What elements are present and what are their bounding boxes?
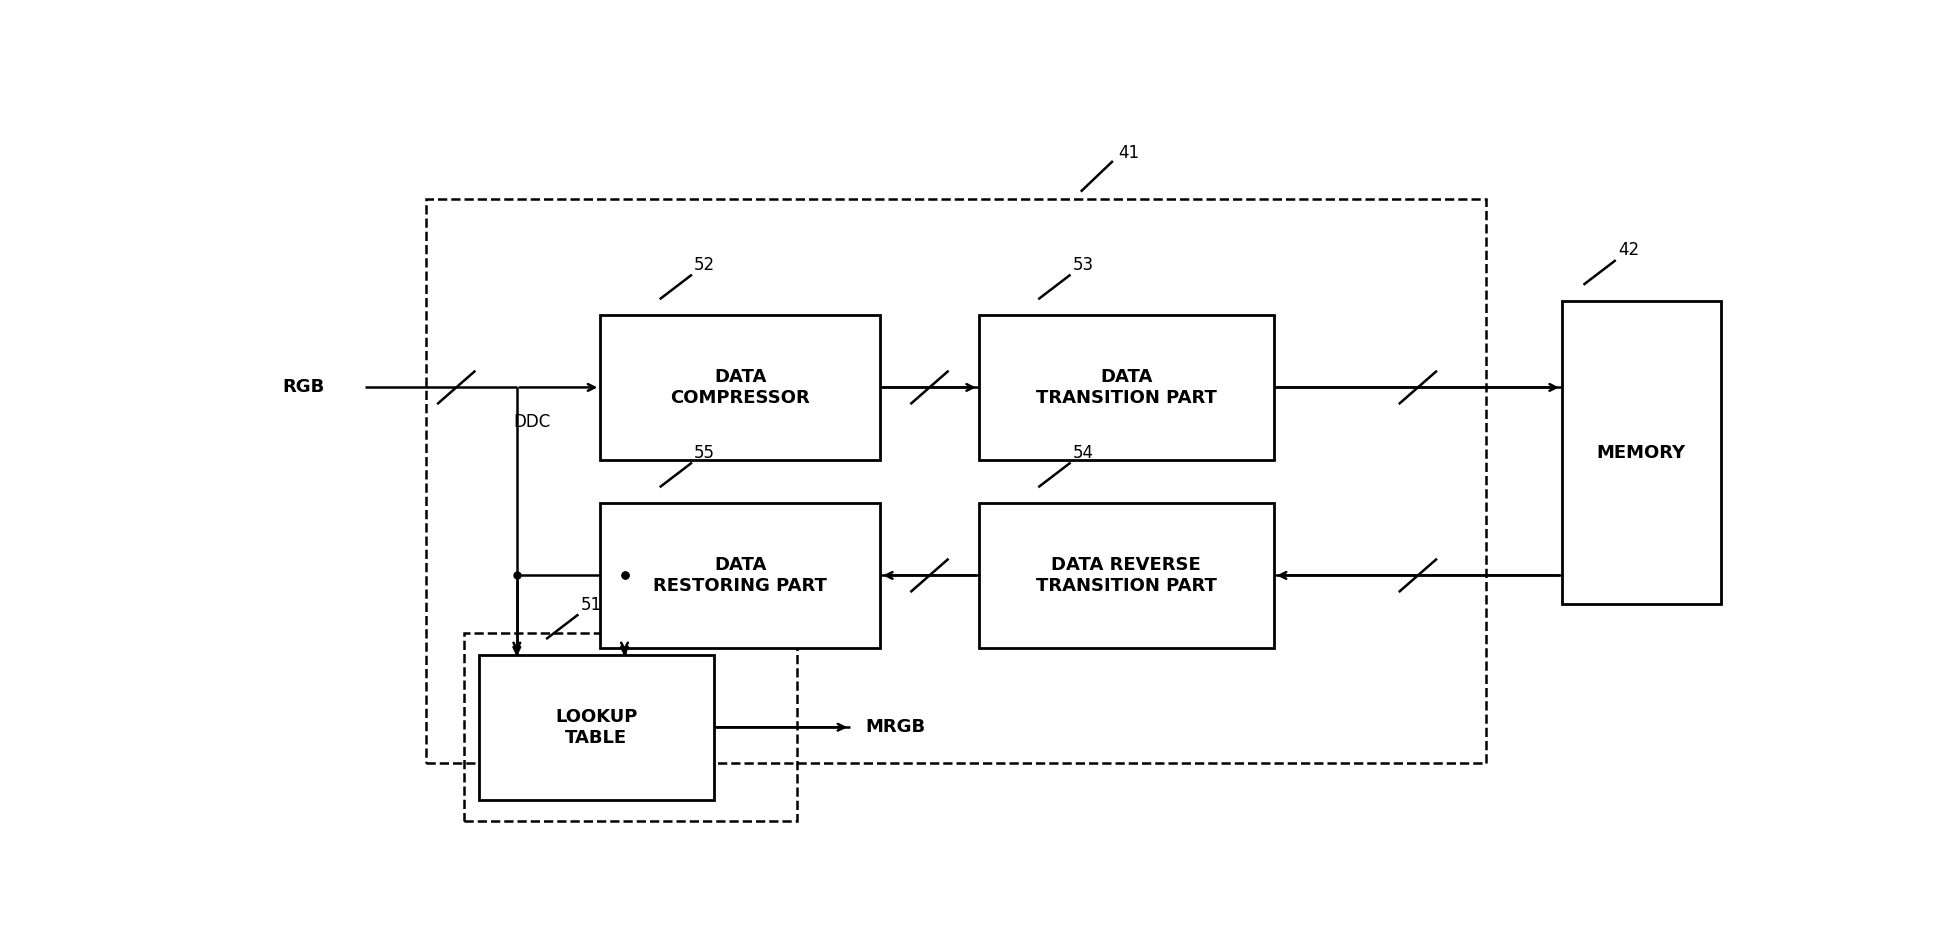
Bar (600, 316, 879, 460)
Bar (600, 503, 879, 648)
Text: DATA REVERSE
TRANSITION PART: DATA REVERSE TRANSITION PART (1036, 556, 1217, 594)
Text: RGB: RGB (281, 378, 324, 396)
Text: 41: 41 (1118, 144, 1139, 162)
Bar (1561, 300, 1721, 605)
Text: DATA
RESTORING PART: DATA RESTORING PART (653, 556, 827, 594)
Bar (463, 633, 797, 822)
Text: MEMORY: MEMORY (1596, 443, 1686, 461)
Text: 54: 54 (1073, 444, 1094, 462)
Bar (479, 655, 713, 800)
Text: 53: 53 (1073, 256, 1094, 274)
Text: DATA
COMPRESSOR: DATA COMPRESSOR (670, 368, 811, 407)
Text: 52: 52 (694, 256, 715, 274)
Text: 55: 55 (694, 444, 715, 462)
Text: 51: 51 (580, 595, 602, 614)
Bar (979, 316, 1274, 460)
Bar (426, 199, 1487, 763)
Text: LOOKUP
TABLE: LOOKUP TABLE (555, 708, 637, 747)
Text: 42: 42 (1618, 241, 1639, 259)
Text: DATA
TRANSITION PART: DATA TRANSITION PART (1036, 368, 1217, 407)
Text: DDC: DDC (514, 413, 551, 431)
Bar (979, 503, 1274, 648)
Text: MRGB: MRGB (866, 718, 926, 736)
